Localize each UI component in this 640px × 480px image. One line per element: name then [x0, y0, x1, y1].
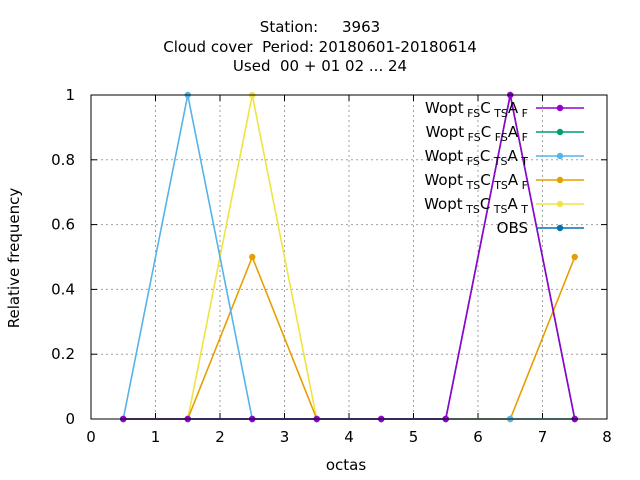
legend-marker — [556, 200, 564, 208]
legend-label-part: Wopt — [425, 99, 464, 117]
legend-label-part: A — [508, 147, 519, 165]
legend-label-part: FS — [464, 131, 481, 144]
x-tick-label: 6 — [473, 428, 483, 446]
legend-label-part: OBS — [497, 219, 528, 237]
legend-label-part: Wopt — [425, 147, 464, 165]
legend-label-part: F — [518, 107, 528, 120]
legend-label-part: TS — [491, 179, 508, 192]
legend-label-part: FS — [464, 107, 481, 120]
legend-label-part: C — [480, 99, 490, 117]
data-point — [249, 253, 256, 261]
legend-label-part: TS — [490, 155, 507, 168]
legend-label-part: C — [480, 171, 490, 189]
legend-label-part: Wopt — [426, 123, 465, 141]
y-tick-label: 0.8 — [51, 151, 75, 169]
legend-marker — [556, 224, 564, 232]
legend-label: Wopt FSC TSA T — [425, 147, 529, 168]
y-tick-label: 1 — [65, 86, 75, 104]
y-tick-label: 0.6 — [51, 216, 75, 234]
legend-marker — [556, 104, 564, 112]
legend-marker — [556, 152, 564, 160]
legend-label-part: TS — [490, 203, 507, 216]
legend-label-part: Wopt — [424, 171, 463, 189]
legend-label-part: TS — [491, 107, 508, 120]
legend-marker — [556, 176, 564, 184]
legend-label: OBS — [497, 219, 528, 237]
y-tick-label: 0.2 — [51, 345, 75, 363]
x-tick-label: 5 — [409, 428, 419, 446]
legend-label-part: A — [508, 99, 519, 117]
legend-label: Wopt FSC TSA F — [425, 99, 528, 120]
x-tick-label: 3 — [280, 428, 290, 446]
legend-label-part: FS — [463, 155, 480, 168]
legend-label-part: TS — [463, 179, 480, 192]
legend-label-part: F — [518, 179, 528, 192]
legend-label-part: TS — [463, 203, 480, 216]
legend-label-part: T — [518, 203, 528, 216]
x-tick-label: 4 — [344, 428, 354, 446]
legend-label-part: A — [508, 195, 519, 213]
legend-label-part: T — [518, 155, 528, 168]
legend-label-part: C — [480, 147, 490, 165]
x-tick-label: 0 — [86, 428, 96, 446]
legend-label-part: C — [480, 195, 490, 213]
legend-label: Wopt TSC TSA F — [424, 171, 528, 192]
x-axis-label: octas — [325, 456, 367, 474]
legend-label: Wopt FSC FSA F — [426, 123, 528, 144]
plot-frame — [90, 94, 608, 420]
legend-marker — [556, 128, 564, 136]
legend-label-part: A — [508, 123, 519, 141]
legend-label-part: Wopt — [424, 195, 463, 213]
data-point — [571, 253, 578, 261]
x-tick-label: 2 — [215, 428, 225, 446]
legend-label-part: FS — [491, 131, 508, 144]
chart-title-line-3: Used 00 + 01 02 ... 24 — [232, 57, 408, 75]
x-tick-label: 1 — [151, 428, 161, 446]
legend-label: Wopt TSC TSA T — [424, 195, 528, 216]
x-tick-label: 7 — [538, 428, 548, 446]
y-axis-label: Relative frequency — [5, 187, 23, 329]
y-tick-label: 0.4 — [51, 280, 75, 298]
x-tick-label: 8 — [602, 428, 612, 446]
y-tick-label: 0 — [65, 410, 75, 428]
legend-label-part: F — [518, 131, 528, 144]
chart-title-line-2: Cloud cover Period: 20180601-20180614 — [163, 38, 477, 56]
chart-title-line-1: Station: 3963 — [259, 18, 381, 36]
legend-label-part: C — [481, 123, 491, 141]
legend-label-part: A — [508, 171, 519, 189]
